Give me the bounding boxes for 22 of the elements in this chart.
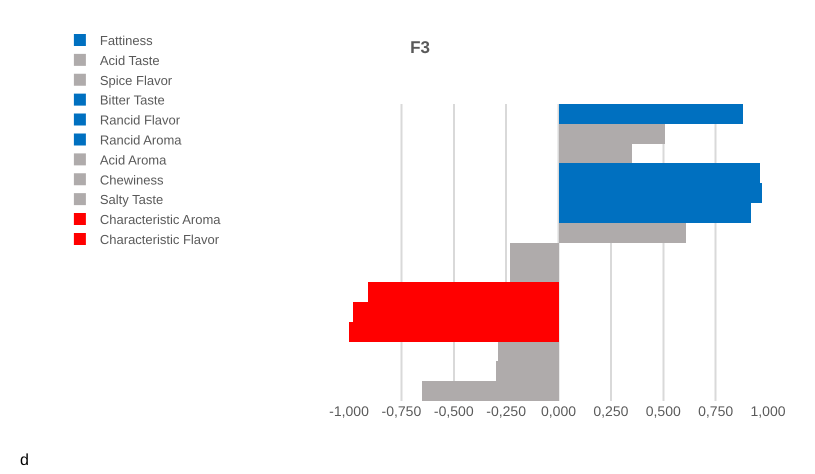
legend-label: Chewiness (100, 172, 164, 188)
legend-label: Characteristic Aroma (100, 212, 222, 228)
legend-label: Rancid Flavor (100, 112, 181, 128)
x-tick-label: 0,750 (698, 403, 734, 419)
legend-label: Characteristic Flavor (100, 232, 220, 248)
x-tick-label: -0,500 (434, 403, 474, 419)
legend-label: Rancid Aroma (100, 132, 182, 148)
x-tick-label: 0,000 (540, 403, 576, 419)
legend-label: Acid Taste (100, 52, 160, 68)
text: d (20, 452, 29, 469)
x-tick-label: 0,500 (646, 403, 681, 419)
x-tick-label: -0,750 (382, 403, 422, 419)
x-tick-label: -0,250 (486, 403, 526, 419)
x-tick-label: 0,250 (593, 403, 629, 419)
legend-label: Spice Flavor (100, 72, 173, 88)
legend-label: Fattiness (100, 33, 154, 48)
chart-title: F3 (410, 38, 430, 57)
x-tick-label: -1,000 (329, 403, 370, 419)
legend-label: Acid Aroma (100, 152, 168, 168)
x-tick-label: 1,000 (750, 403, 786, 419)
legend-label: Salty Taste (100, 192, 164, 208)
legend-label: Bitter Taste (100, 92, 165, 108)
